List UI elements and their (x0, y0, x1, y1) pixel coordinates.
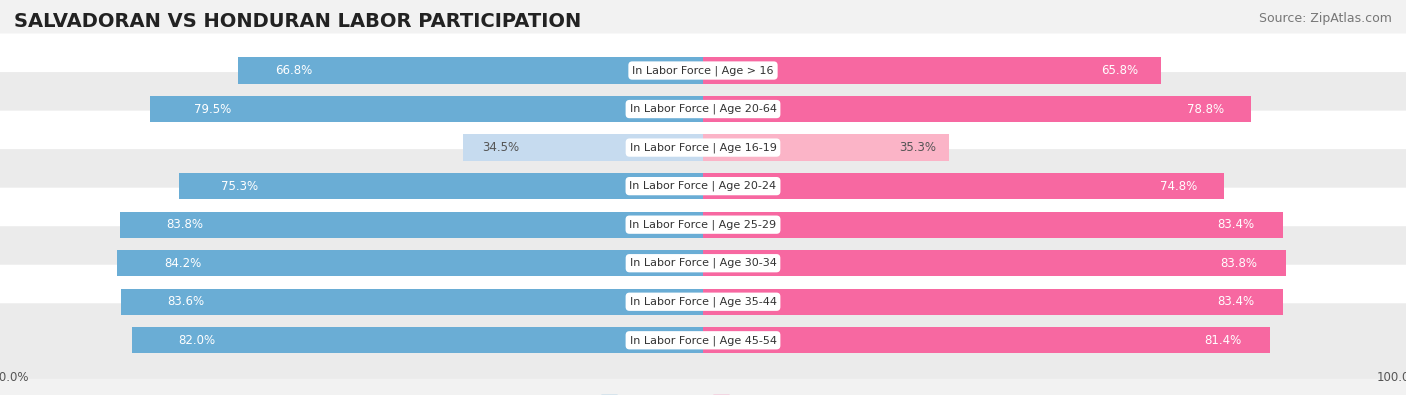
Bar (703, 96, 1251, 122)
Text: In Labor Force | Age 30-34: In Labor Force | Age 30-34 (630, 258, 776, 269)
Text: 34.5%: 34.5% (482, 141, 519, 154)
Text: 79.5%: 79.5% (194, 103, 231, 116)
Bar (703, 212, 1284, 238)
Bar (703, 289, 1284, 315)
FancyBboxPatch shape (0, 188, 1406, 263)
Bar (238, 57, 703, 84)
FancyBboxPatch shape (0, 303, 1406, 379)
FancyBboxPatch shape (0, 111, 1406, 186)
Text: Source: ZipAtlas.com: Source: ZipAtlas.com (1258, 12, 1392, 25)
Bar (117, 250, 703, 276)
Bar (703, 173, 1223, 199)
Text: In Labor Force | Age 20-64: In Labor Force | Age 20-64 (630, 104, 776, 114)
Text: 84.2%: 84.2% (165, 257, 201, 270)
FancyBboxPatch shape (0, 226, 1406, 302)
Bar (121, 289, 703, 315)
FancyBboxPatch shape (0, 265, 1406, 340)
Text: 75.3%: 75.3% (221, 180, 257, 193)
Text: 78.8%: 78.8% (1187, 103, 1225, 116)
Text: 83.6%: 83.6% (167, 295, 205, 308)
Text: 74.8%: 74.8% (1160, 180, 1198, 193)
Text: 81.4%: 81.4% (1204, 334, 1241, 347)
Text: 65.8%: 65.8% (1101, 64, 1137, 77)
FancyBboxPatch shape (0, 149, 1406, 225)
Text: 83.8%: 83.8% (1220, 257, 1257, 270)
Text: In Labor Force | Age 25-29: In Labor Force | Age 25-29 (630, 219, 776, 230)
Bar (132, 327, 703, 354)
Bar (120, 212, 703, 238)
Bar (149, 96, 703, 122)
Text: In Labor Force | Age 45-54: In Labor Force | Age 45-54 (630, 335, 776, 346)
Text: SALVADORAN VS HONDURAN LABOR PARTICIPATION: SALVADORAN VS HONDURAN LABOR PARTICIPATI… (14, 12, 581, 31)
Text: In Labor Force | Age 35-44: In Labor Force | Age 35-44 (630, 297, 776, 307)
Text: In Labor Force | Age > 16: In Labor Force | Age > 16 (633, 65, 773, 76)
Text: 66.8%: 66.8% (276, 64, 312, 77)
FancyBboxPatch shape (0, 34, 1406, 109)
Bar (703, 250, 1286, 276)
Text: 83.4%: 83.4% (1218, 295, 1254, 308)
Text: In Labor Force | Age 16-19: In Labor Force | Age 16-19 (630, 142, 776, 153)
Bar (463, 134, 703, 161)
Bar (179, 173, 703, 199)
Text: 83.4%: 83.4% (1218, 218, 1254, 231)
Bar (703, 134, 949, 161)
FancyBboxPatch shape (0, 72, 1406, 148)
Text: 82.0%: 82.0% (179, 334, 215, 347)
Legend: Salvadoran, Honduran: Salvadoran, Honduran (596, 390, 810, 395)
Text: In Labor Force | Age 20-24: In Labor Force | Age 20-24 (630, 181, 776, 192)
Text: 83.8%: 83.8% (166, 218, 204, 231)
Bar (703, 57, 1161, 84)
Text: 35.3%: 35.3% (900, 141, 936, 154)
Bar (703, 327, 1270, 354)
